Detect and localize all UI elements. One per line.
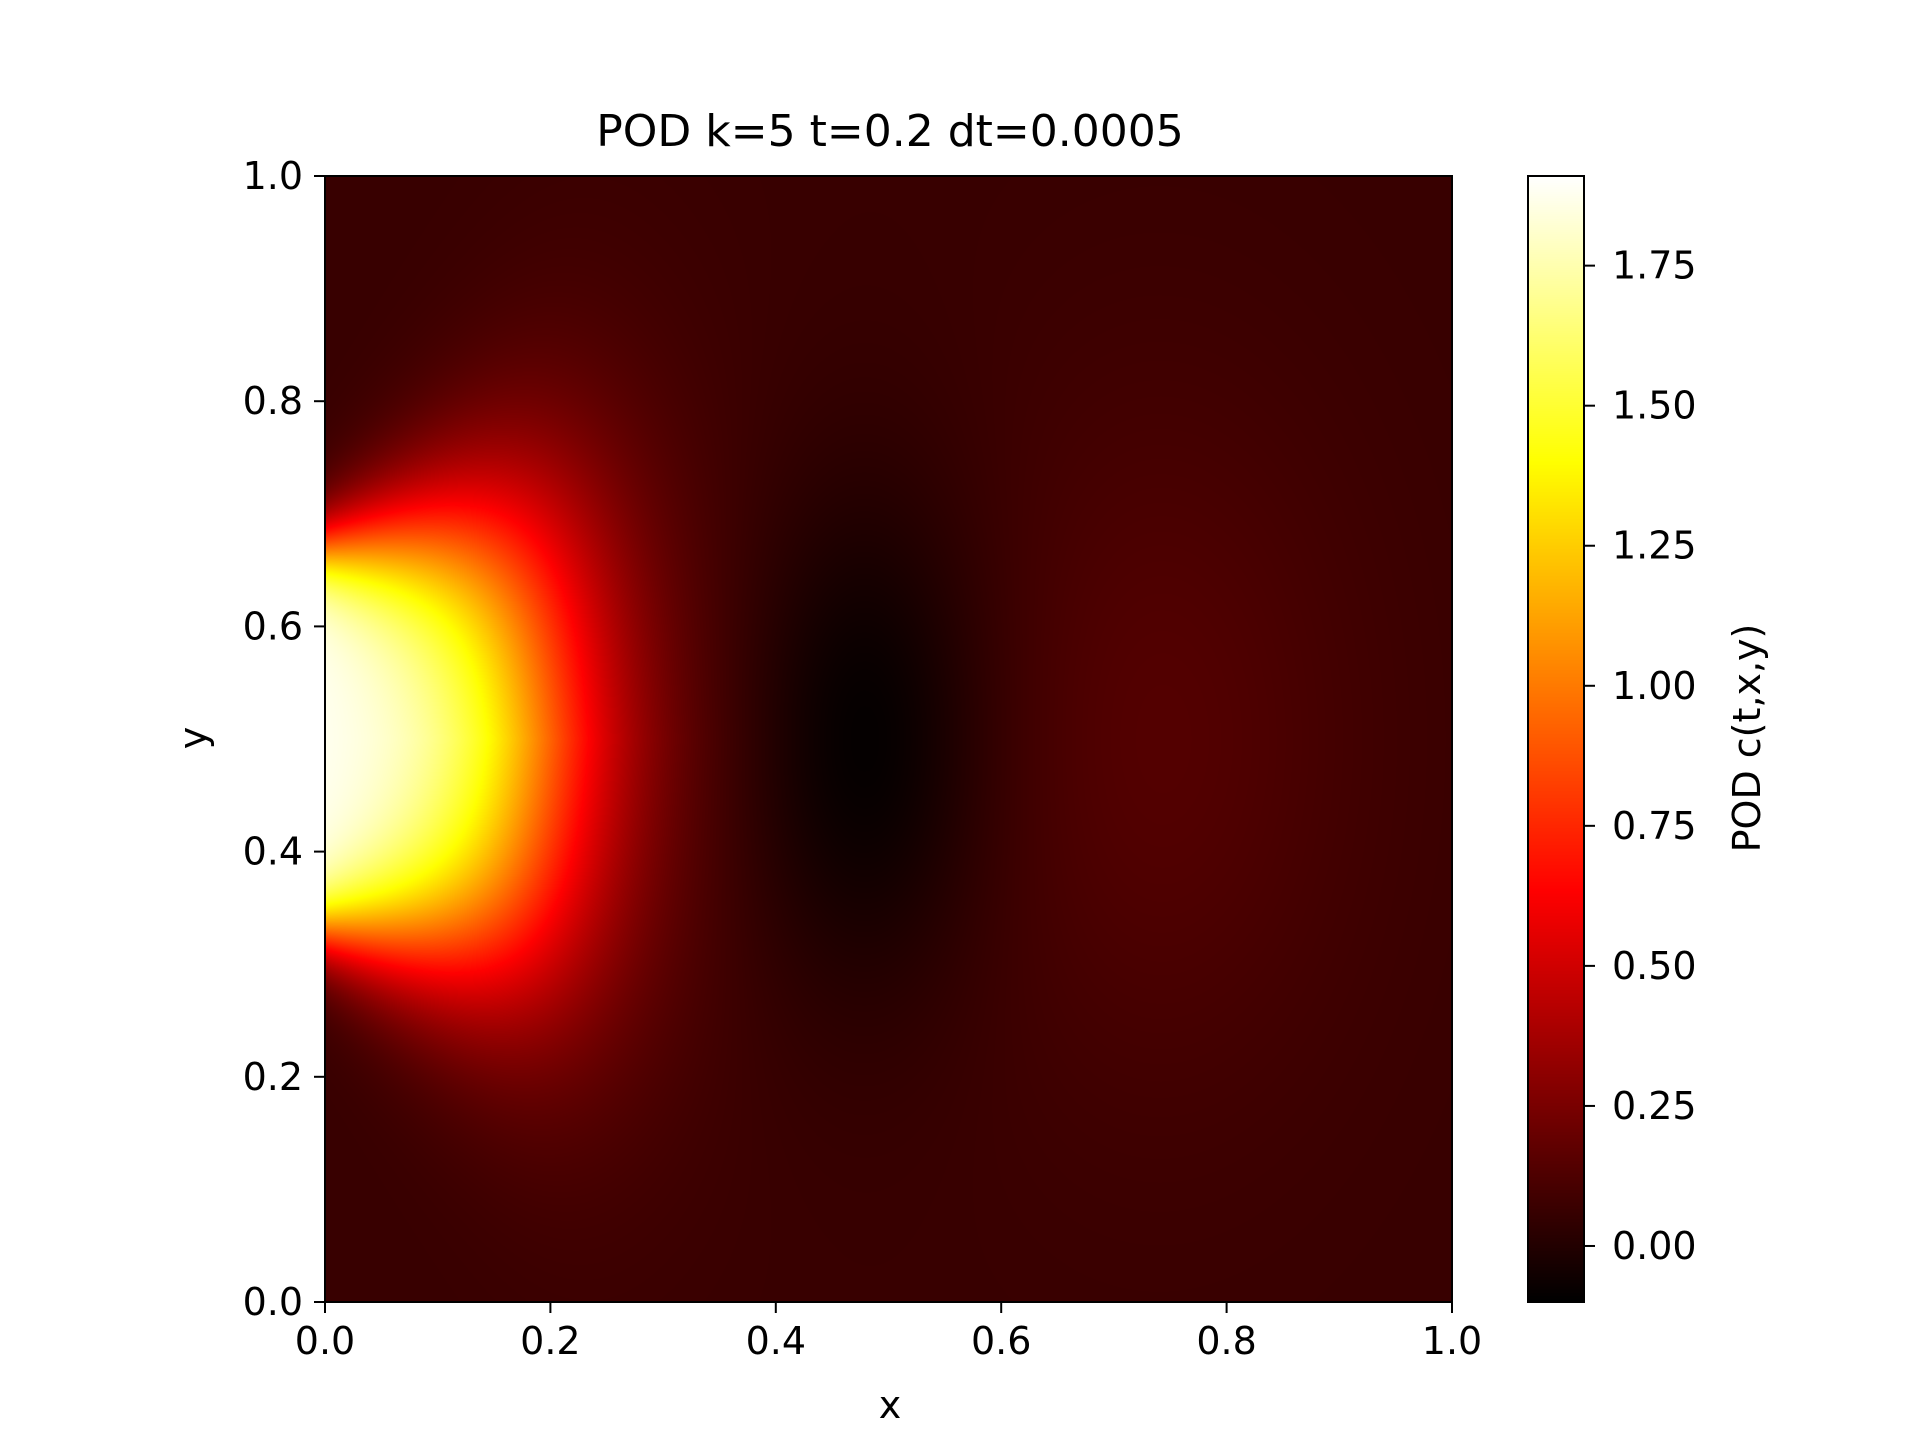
colorbar-tick-label: 1.75 [1612,244,1697,288]
heatmap-field [325,176,1452,1302]
colorbar-tick-label: 1.25 [1612,524,1697,568]
colorbar-label: POD c(t,x,y) [1725,624,1769,853]
colorbar-tick-label: 1.00 [1612,664,1697,708]
x-tick-label: 0.2 [520,1319,580,1363]
x-tick-label: 0.6 [971,1319,1031,1363]
axes: 0.0 0.2 0.4 0.6 0.8 1.0 0.0 0.2 0.4 0.6 0.8 1.0 [243,154,1483,1363]
x-axis-label: x [879,1383,902,1427]
y-tick-label: 0.8 [243,379,303,423]
y-tick-label: 0.6 [243,604,303,648]
colorbar-frame [1527,175,1585,1303]
colorbar-gradient [1528,176,1584,1302]
colorbar-tick-label: 1.50 [1612,384,1697,428]
colorbar-tick-label: 0.00 [1612,1224,1697,1268]
x-tick-label: 0.8 [1196,1319,1256,1363]
colorbar-tick-label: 0.25 [1612,1084,1697,1128]
colorbar-tick-label: 0.75 [1612,804,1697,848]
chart-title: POD k=5 t=0.2 dt=0.0005 [596,106,1183,157]
x-tick-label: 0.0 [295,1319,355,1363]
plot-frame [324,175,1453,1303]
y-tick-label: 1.0 [243,154,303,198]
colorbar: 0.00 0.25 0.50 0.75 1.00 1.25 1.50 1.75 [1527,175,1697,1303]
y-axis-label: y [171,727,215,750]
x-tick-label: 1.0 [1422,1319,1482,1363]
x-tick-label: 0.4 [746,1319,806,1363]
y-tick-label: 0.4 [243,830,303,874]
y-tick-label: 0.0 [243,1280,303,1324]
colorbar-tick-label: 0.50 [1612,944,1697,988]
y-tick-label: 0.2 [243,1055,303,1099]
